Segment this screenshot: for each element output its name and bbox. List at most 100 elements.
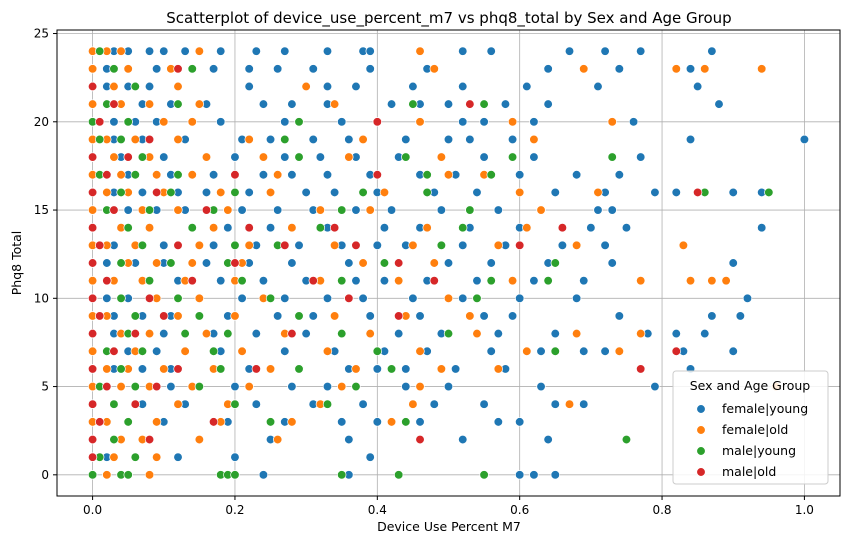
y-tick-label: 20 (34, 115, 49, 129)
data-point (144, 293, 155, 303)
data-point (87, 346, 98, 356)
data-point (144, 205, 155, 215)
data-point (365, 46, 375, 56)
data-point (522, 81, 532, 92)
data-point (593, 187, 603, 198)
data-point (116, 364, 126, 374)
data-point (458, 81, 468, 92)
data-point (600, 240, 610, 250)
data-point (465, 205, 475, 215)
data-point (337, 470, 347, 480)
data-point (415, 117, 425, 127)
data-point (144, 81, 155, 92)
data-point (87, 99, 98, 109)
data-point (351, 276, 361, 286)
data-point (144, 99, 155, 109)
data-point (251, 399, 261, 409)
data-point (223, 328, 233, 339)
data-point (614, 64, 624, 74)
data-point (550, 399, 560, 409)
data-point (529, 276, 539, 286)
data-point (87, 187, 98, 198)
data-point (757, 64, 767, 74)
data-point (144, 134, 155, 145)
data-point (109, 64, 119, 74)
data-point (280, 293, 290, 303)
data-point (351, 81, 361, 92)
data-point (408, 293, 418, 303)
data-point (799, 134, 810, 145)
data-point (507, 134, 518, 145)
data-point (536, 381, 546, 392)
data-point (337, 117, 347, 127)
data-point (486, 276, 496, 286)
data-point (465, 134, 475, 145)
data-point (351, 364, 361, 374)
data-point (109, 99, 119, 109)
data-point (337, 328, 347, 339)
data-point (472, 187, 482, 198)
data-point (109, 434, 119, 445)
data-point (130, 311, 140, 321)
x-axis: 0.0 0.2 0.4 0.6 0.8 1.0 (83, 496, 814, 517)
data-point (493, 417, 503, 427)
data-point (152, 187, 162, 198)
data-point (230, 187, 240, 198)
data-point (443, 293, 454, 303)
data-point (258, 276, 269, 286)
x-tick-label: 0.8 (652, 503, 671, 517)
data-point (194, 311, 205, 321)
legend-marker (696, 404, 706, 414)
data-point (358, 293, 368, 303)
data-point (636, 364, 646, 374)
data-point (280, 134, 290, 145)
data-point (415, 346, 425, 356)
data-point (401, 152, 411, 162)
data-point (294, 311, 304, 321)
data-point (230, 399, 240, 409)
data-point (95, 311, 105, 321)
data-point (87, 276, 98, 286)
data-point (159, 240, 169, 250)
data-point (173, 99, 183, 109)
data-point (486, 346, 496, 356)
data-point (557, 240, 568, 250)
data-point (173, 293, 183, 303)
data-point (244, 64, 254, 74)
data-point (216, 46, 226, 56)
data-point (280, 117, 290, 127)
x-tick-label: 0.6 (510, 503, 529, 517)
data-point (401, 364, 411, 374)
data-point (152, 452, 162, 462)
data-point (621, 223, 632, 233)
data-point (273, 311, 283, 321)
data-point (180, 346, 190, 356)
data-point (557, 223, 568, 233)
data-point (144, 470, 155, 480)
data-point (372, 346, 382, 356)
data-point (379, 258, 390, 268)
data-point (144, 223, 155, 233)
data-point (636, 328, 646, 339)
data-point (144, 276, 155, 286)
data-point (472, 328, 482, 339)
data-point (109, 117, 119, 127)
data-point (322, 293, 333, 303)
legend-label: female|young (722, 401, 808, 416)
data-point (159, 152, 169, 162)
data-point (109, 81, 119, 92)
data-point (194, 293, 205, 303)
legend-box (672, 370, 829, 485)
data-point (137, 346, 148, 356)
data-point (579, 276, 589, 286)
data-point (223, 205, 233, 215)
legend-marker (696, 467, 706, 477)
data-point (137, 187, 148, 198)
data-point (116, 187, 126, 198)
data-point (636, 46, 646, 56)
data-point (315, 223, 326, 233)
data-point (152, 417, 162, 427)
data-point (194, 99, 205, 109)
data-point (265, 364, 276, 374)
